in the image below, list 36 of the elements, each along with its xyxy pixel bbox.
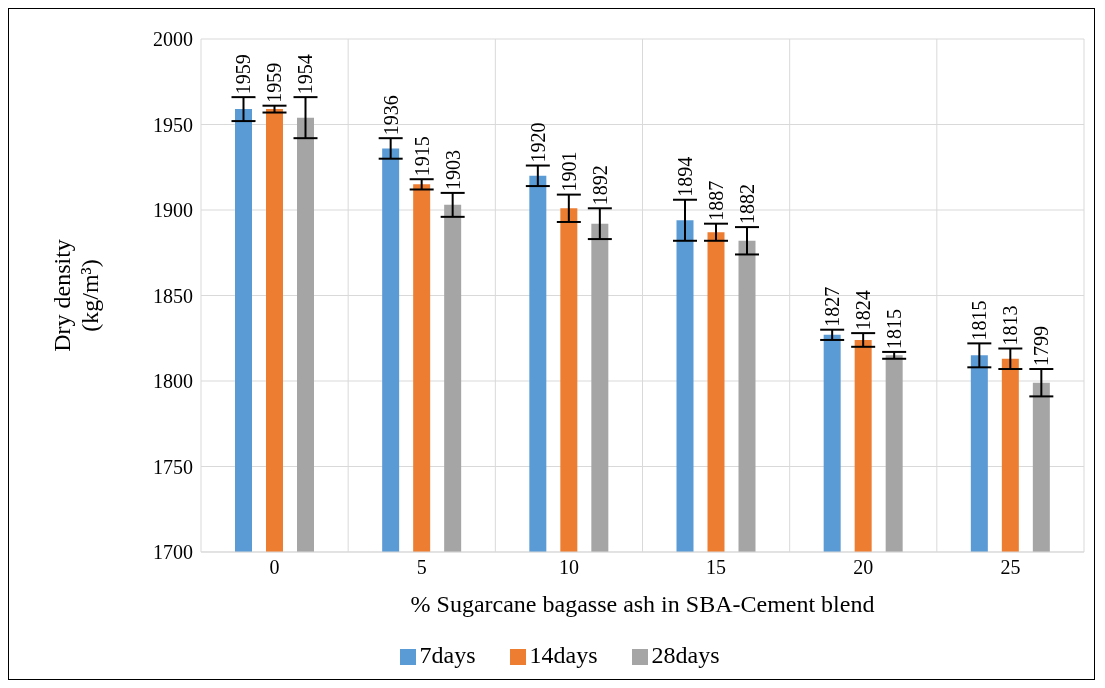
- data-label: 1903: [441, 149, 464, 190]
- legend-label: 14days: [529, 642, 598, 668]
- data-label: 1954: [294, 54, 317, 95]
- x-tick-label: 15: [706, 556, 727, 579]
- legend-label: 7days: [419, 642, 476, 668]
- y-tick-label: 1800: [153, 370, 193, 393]
- data-label: 1827: [821, 286, 844, 327]
- y-tick-label: 1950: [153, 113, 193, 136]
- data-label: 1887: [705, 180, 727, 221]
- y-tick-label: 1750: [153, 455, 193, 478]
- data-label: 1894: [674, 156, 696, 197]
- data-label: 1936: [379, 95, 402, 136]
- y-axis-title: Dry density (kg/m³): [49, 239, 103, 352]
- x-tick-label: 5: [416, 556, 427, 579]
- data-label: 1815: [968, 300, 991, 341]
- data-label: 1959: [263, 62, 286, 103]
- data-label: 1799: [1030, 326, 1053, 367]
- x-axis-title: % Sugarcane bagasse ash in SBA-Cement blend: [410, 591, 875, 617]
- x-tick-label: 0: [269, 556, 280, 579]
- x-tick-label: 25: [1000, 556, 1021, 579]
- legend-label: 28days: [651, 642, 720, 668]
- y-tick-label: 1700: [153, 541, 193, 564]
- y-tick-label: 2000: [153, 28, 193, 51]
- data-label: 1815: [883, 308, 906, 349]
- data-label: 1901: [557, 151, 580, 192]
- data-label: 1920: [526, 122, 549, 163]
- data-label: 1824: [852, 290, 875, 331]
- data-label: 1882: [736, 184, 758, 225]
- data-label: 1915: [410, 136, 433, 177]
- y-tick-label: 1850: [153, 284, 193, 307]
- x-tick-label: 10: [558, 556, 579, 579]
- data-label: 1892: [588, 165, 611, 206]
- x-tick-label: 20: [853, 556, 874, 579]
- y-tick-label: 1900: [153, 199, 193, 222]
- data-label: 1813: [999, 305, 1022, 346]
- data-label: 1959: [232, 54, 255, 95]
